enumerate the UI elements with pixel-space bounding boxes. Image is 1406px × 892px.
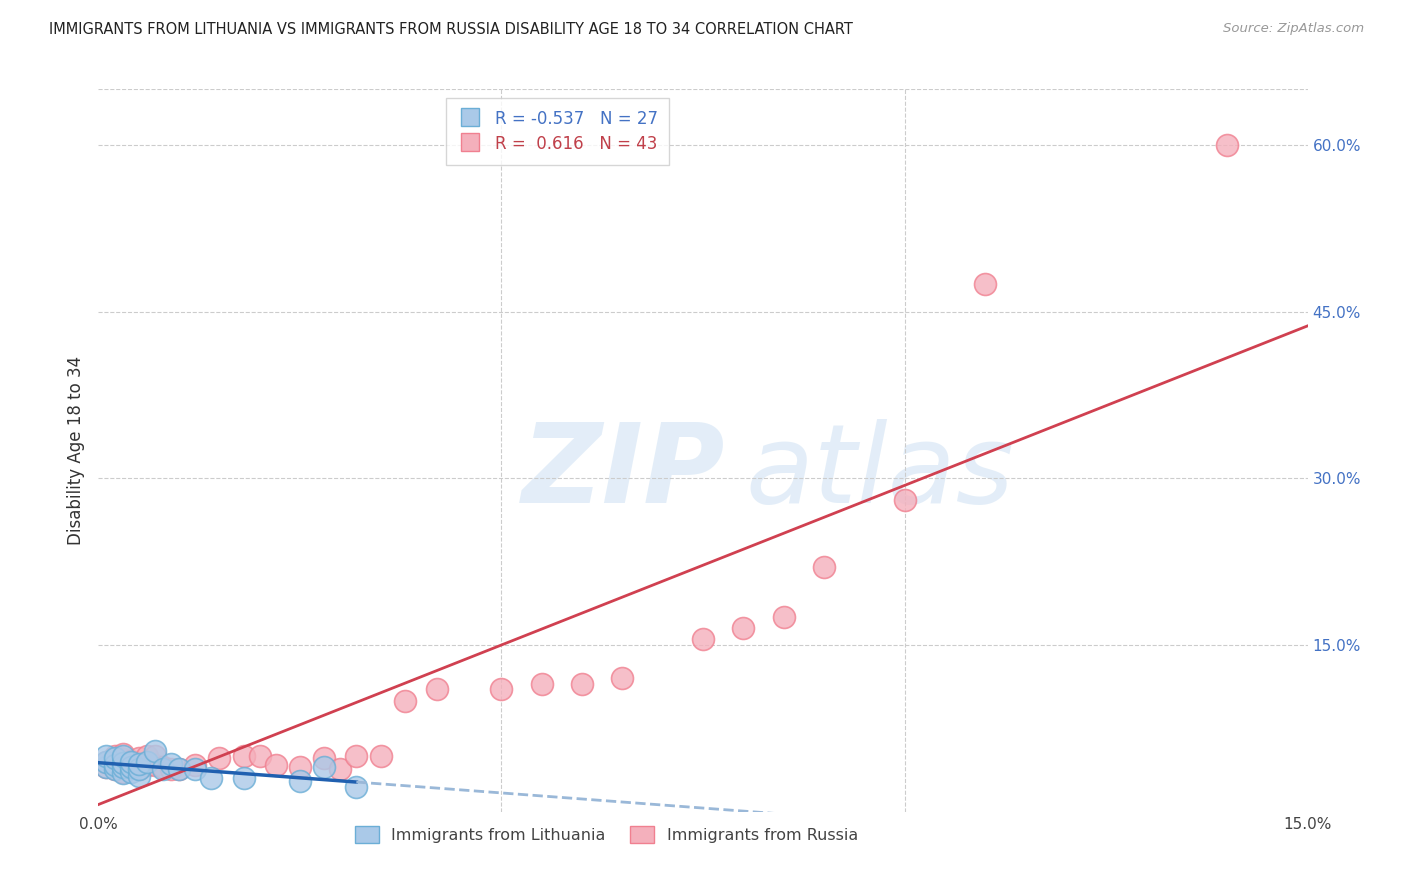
Point xyxy=(692,632,714,647)
Point xyxy=(96,749,118,764)
Point xyxy=(160,763,183,777)
Point xyxy=(111,756,134,770)
Point xyxy=(491,682,513,697)
Point xyxy=(103,758,125,772)
Point xyxy=(135,758,157,772)
Point xyxy=(103,749,125,764)
Point xyxy=(96,755,118,769)
Point xyxy=(143,758,166,772)
Point xyxy=(143,743,166,757)
Point xyxy=(152,760,174,774)
Point xyxy=(96,760,118,774)
Text: IMMIGRANTS FROM LITHUANIA VS IMMIGRANTS FROM RUSSIA DISABILITY AGE 18 TO 34 CORR: IMMIGRANTS FROM LITHUANIA VS IMMIGRANTS … xyxy=(49,22,853,37)
Point xyxy=(974,277,997,291)
Point xyxy=(314,760,336,774)
Point xyxy=(160,756,183,771)
Point xyxy=(135,749,157,764)
Point xyxy=(733,621,755,635)
Point xyxy=(394,693,416,707)
Y-axis label: Disability Age 18 to 34: Disability Age 18 to 34 xyxy=(66,356,84,545)
Point xyxy=(103,763,125,777)
Point xyxy=(232,772,254,786)
Point xyxy=(103,758,125,772)
Point xyxy=(96,760,118,774)
Point xyxy=(232,749,254,764)
Point xyxy=(103,751,125,765)
Point xyxy=(111,747,134,761)
Point xyxy=(120,760,142,774)
Point xyxy=(152,763,174,777)
Point xyxy=(128,769,150,783)
Text: atlas: atlas xyxy=(745,418,1014,525)
Point xyxy=(103,763,125,777)
Point xyxy=(893,493,915,508)
Point xyxy=(111,765,134,780)
Point xyxy=(128,763,150,777)
Point xyxy=(200,772,222,786)
Point xyxy=(344,780,367,795)
Point xyxy=(135,755,157,769)
Point xyxy=(111,764,134,779)
Text: ZIP: ZIP xyxy=(522,418,725,525)
Point xyxy=(329,763,352,777)
Point xyxy=(772,610,794,624)
Point xyxy=(370,749,392,764)
Point xyxy=(184,763,207,777)
Text: Source: ZipAtlas.com: Source: ZipAtlas.com xyxy=(1223,22,1364,36)
Point xyxy=(128,763,150,777)
Point xyxy=(111,749,134,764)
Point xyxy=(314,751,336,765)
Point xyxy=(120,755,142,769)
Point xyxy=(208,751,231,765)
Point xyxy=(344,749,367,764)
Point xyxy=(120,754,142,768)
Point xyxy=(288,760,311,774)
Point xyxy=(167,763,190,777)
Legend: Immigrants from Lithuania, Immigrants from Russia: Immigrants from Lithuania, Immigrants fr… xyxy=(347,818,866,851)
Point xyxy=(128,756,150,771)
Point xyxy=(571,677,593,691)
Point xyxy=(96,755,118,769)
Point xyxy=(111,752,134,766)
Point xyxy=(288,773,311,788)
Point xyxy=(426,682,449,697)
Point xyxy=(120,760,142,774)
Point xyxy=(612,671,634,685)
Point xyxy=(1216,137,1239,152)
Point xyxy=(184,758,207,772)
Point xyxy=(111,760,134,774)
Point xyxy=(120,764,142,779)
Point xyxy=(167,763,190,777)
Point xyxy=(264,758,287,772)
Point xyxy=(111,758,134,772)
Point xyxy=(128,751,150,765)
Point xyxy=(249,749,271,764)
Point xyxy=(143,749,166,764)
Point xyxy=(813,560,835,574)
Point xyxy=(530,677,553,691)
